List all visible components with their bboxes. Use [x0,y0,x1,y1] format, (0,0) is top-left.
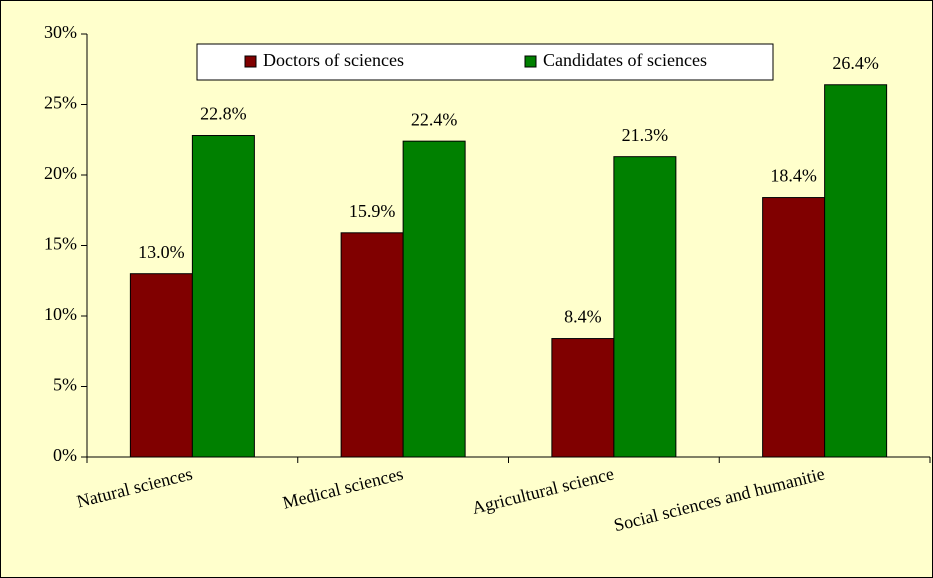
legend-swatch [524,55,537,68]
value-label: 22.8% [200,104,247,124]
legend [196,43,774,81]
bar [340,232,404,458]
y-tick-label: 0% [53,445,77,465]
bar [762,197,826,458]
value-label: 26.4% [832,53,879,73]
y-tick-label: 5% [53,375,77,395]
y-tick-label: 15% [44,234,77,254]
bar [191,135,255,458]
y-tick-label: 10% [44,304,77,324]
bar [613,156,677,458]
y-tick-label: 30% [44,22,77,42]
legend-label: Candidates of sciences [543,50,707,70]
y-tick-label: 25% [44,93,77,113]
value-label: 18.4% [770,166,817,186]
bar [824,84,888,458]
bar [129,273,193,458]
bar [551,338,615,458]
value-label: 15.9% [349,201,396,221]
legend-label: Doctors of sciences [263,50,404,70]
value-label: 8.4% [564,307,602,327]
value-label: 21.3% [622,125,669,145]
value-label: 13.0% [138,242,185,262]
legend-swatch [244,55,257,68]
y-tick-label: 20% [44,163,77,183]
value-label: 22.4% [411,109,458,129]
bar [402,140,466,458]
